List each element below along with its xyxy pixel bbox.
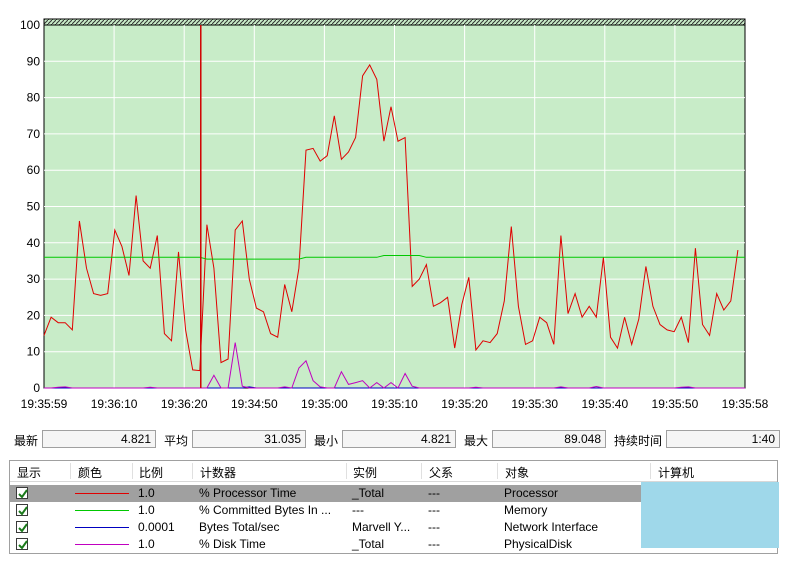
object-cell: Network Interface [504,520,599,534]
object-cell: Memory [504,503,548,517]
scale-cell: 1.0 [138,537,155,551]
duration-label: 持续时间 [614,434,663,448]
y-tick-label: 70 [27,127,41,141]
x-axis: 19:35:59 19:36:10 19:36:20 19:34:50 19:35:00… [21,397,769,411]
x-tick-label: 19:35:58 [722,397,769,411]
header-counter[interactable]: 计数器 [200,466,237,480]
parent-cell: --- [428,486,440,500]
header-object[interactable]: 对象 [505,466,530,480]
counter-row[interactable]: 1.0 % Disk Time _Total --- PhysicalDisk [10,536,777,553]
committed-bytes-line [44,255,745,260]
show-checkbox[interactable] [16,521,28,533]
series-lines [43,63,745,389]
header-scale[interactable]: 比例 [139,466,164,480]
color-swatch [75,493,129,494]
last-value: 4.821 [42,430,156,448]
counter-cell: Bytes Total/sec [199,520,280,534]
scale-cell: 0.0001 [138,520,175,534]
redacted-computer-column [641,482,779,548]
counter-row[interactable]: 1.0 % Processor Time _Total --- Processo… [10,485,777,502]
minimum-value: 4.821 [342,430,456,448]
duration-value: 1:40 [666,430,780,448]
y-tick-label: 10 [27,345,41,359]
header-parent[interactable]: 父系 [429,466,454,480]
x-tick-label: 19:35:40 [581,397,628,411]
last-label: 最新 [14,434,39,448]
header-instance[interactable]: 实例 [353,466,378,480]
counter-row[interactable]: 1.0 % Committed Bytes In ... --- --- Mem… [10,502,777,519]
counter-row[interactable]: 0.0001 Bytes Total/sec Marvell Y... --- … [10,519,777,536]
maximum-label: 最大 [464,434,489,448]
y-tick-label: 30 [27,272,41,286]
instance-cell: _Total [352,486,385,500]
counter-list-header: 显示 颜色 比例 计数器 实例 父系 对象 计算机 [10,461,777,482]
instance-cell: --- [352,503,364,517]
x-tick-label: 19:34:50 [231,397,278,411]
counter-cell: % Processor Time [199,486,297,500]
y-axis: 0 10 20 30 40 50 60 70 80 90 100 [20,18,40,395]
instance-cell: _Total [352,537,385,551]
x-tick-label: 19:36:10 [91,397,138,411]
statistics-bar: 最新 4.821 平均 31.035 最小 4.821 最大 89.048 持续… [0,430,786,450]
average-value: 31.035 [192,430,306,448]
x-tick-label: 19:35:10 [371,397,418,411]
y-tick-label: 60 [27,163,41,177]
y-tick-label: 0 [33,381,40,395]
y-tick-label: 20 [27,308,41,322]
y-tick-label: 50 [27,200,41,214]
scale-cell: 1.0 [138,503,155,517]
x-tick-label: 19:35:50 [652,397,699,411]
plot-header-hatch [43,18,746,26]
counter-cell: % Committed Bytes In ... [199,503,332,517]
y-tick-label: 80 [27,91,41,105]
parent-cell: --- [428,503,440,517]
parent-cell: --- [428,520,440,534]
show-checkbox[interactable] [16,504,28,516]
x-tick-label: 19:35:00 [301,397,348,411]
x-tick-label: 19:35:20 [441,397,488,411]
x-tick-label: 19:35:59 [21,397,68,411]
average-label: 平均 [164,434,189,448]
header-computer[interactable]: 计算机 [658,466,695,480]
y-tick-label: 100 [20,18,40,32]
parent-cell: --- [428,537,440,551]
disk-time-line [44,342,745,389]
gridlines [44,25,745,388]
x-tick-label: 19:35:30 [511,397,558,411]
color-swatch [75,527,129,528]
show-checkbox[interactable] [16,538,28,550]
scale-cell: 1.0 [138,486,155,500]
show-checkbox[interactable] [16,487,28,499]
object-cell: PhysicalDisk [504,537,573,551]
instance-cell: Marvell Y... [352,520,411,534]
minimum-label: 最小 [314,434,339,448]
header-show[interactable]: 显示 [17,466,42,480]
y-tick-label: 40 [27,236,41,250]
x-tick-label: 19:36:20 [161,397,208,411]
color-swatch [75,544,129,545]
processor-time-line [43,63,739,372]
color-swatch [75,510,129,511]
y-tick-label: 90 [27,54,41,68]
header-color[interactable]: 颜色 [78,466,103,480]
object-cell: Processor [504,486,559,500]
maximum-value: 89.048 [492,430,606,448]
counter-cell: % Disk Time [199,537,266,551]
